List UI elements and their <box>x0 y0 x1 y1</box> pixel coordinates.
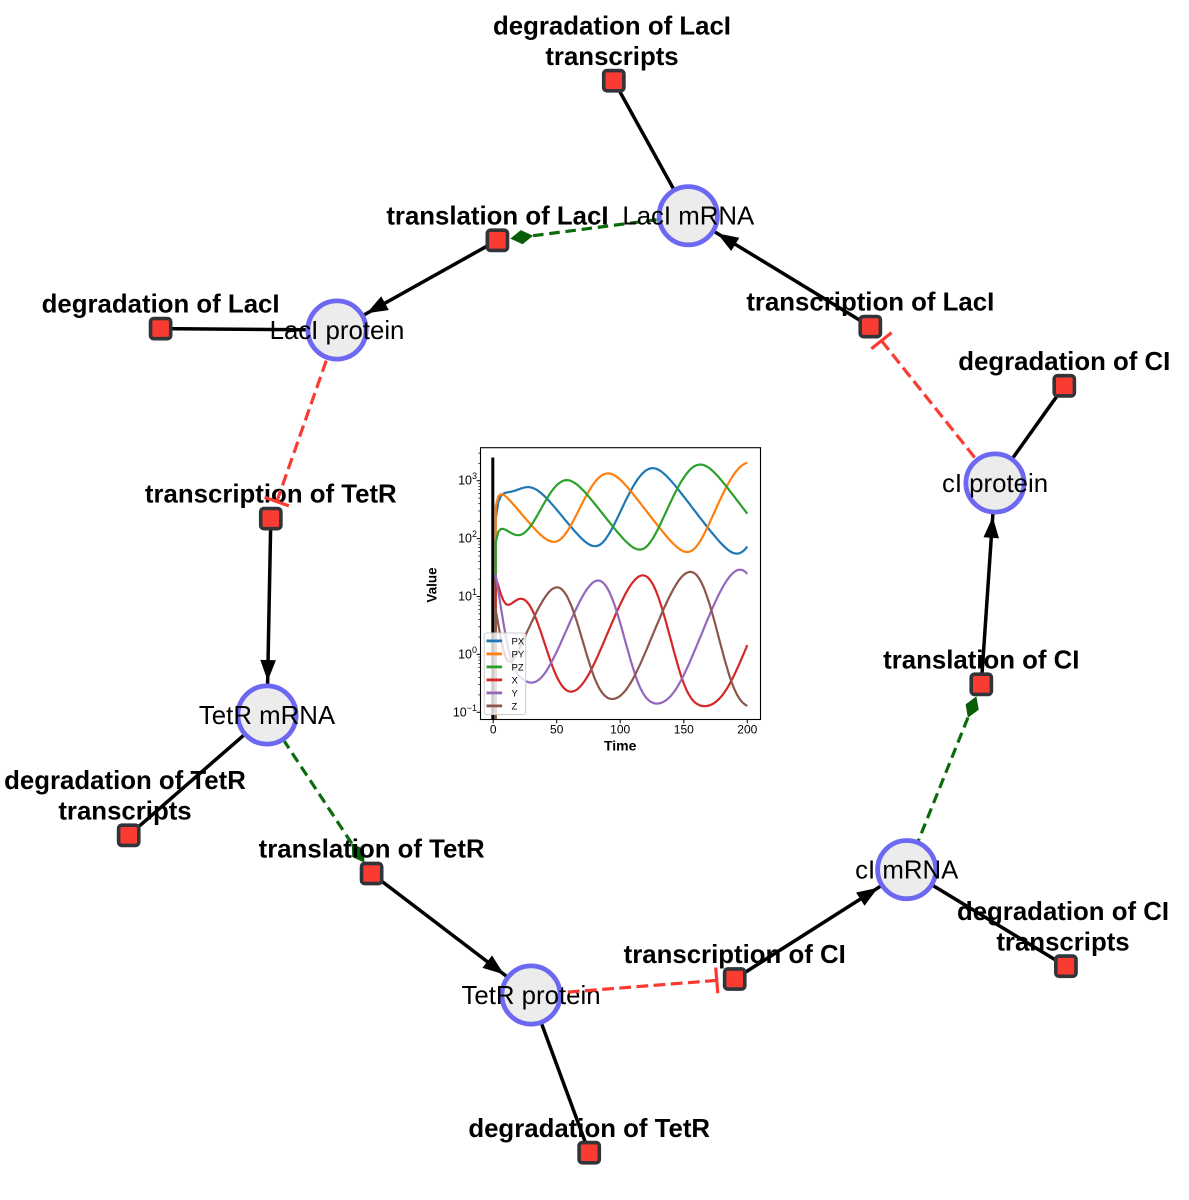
svg-text:LacI mRNA: LacI mRNA <box>622 203 755 231</box>
svg-text:TetR protein: TetR protein <box>461 982 600 1010</box>
svg-text:PY: PY <box>512 649 525 660</box>
svg-text:150: 150 <box>674 723 694 737</box>
svg-text:degradation of TetR: degradation of TetR <box>468 1115 710 1143</box>
svg-text:transcripts: transcripts <box>58 797 191 825</box>
svg-text:X: X <box>512 675 519 686</box>
svg-text:50: 50 <box>550 723 564 737</box>
svg-text:degradation of CI: degradation of CI <box>958 348 1170 376</box>
svg-text:transcription of TetR: transcription of TetR <box>145 481 397 509</box>
svg-text:degradation of TetR: degradation of TetR <box>4 767 246 795</box>
svg-text:translation of TetR: translation of TetR <box>259 836 485 864</box>
svg-text:transcription of CI: transcription of CI <box>624 941 846 969</box>
svg-text:TetR mRNA: TetR mRNA <box>199 702 336 730</box>
svg-text:transcripts: transcripts <box>996 928 1129 956</box>
svg-text:translation of CI: translation of CI <box>883 646 1079 674</box>
svg-text:PZ: PZ <box>512 662 524 673</box>
svg-text:cI mRNA: cI mRNA <box>855 856 959 884</box>
svg-text:degradation of LacI: degradation of LacI <box>42 291 280 319</box>
svg-text:degradation of LacI: degradation of LacI <box>493 12 731 40</box>
svg-text:translation of LacI: translation of LacI <box>386 202 608 230</box>
svg-text:Value: Value <box>424 567 439 603</box>
svg-text:PX: PX <box>512 636 525 647</box>
svg-text:cI protein: cI protein <box>942 470 1048 498</box>
svg-text:transcripts: transcripts <box>545 43 678 71</box>
svg-text:Z: Z <box>512 701 518 712</box>
svg-text:transcription of LacI: transcription of LacI <box>746 289 994 317</box>
svg-text:degradation of CI: degradation of CI <box>957 898 1169 926</box>
svg-text:200: 200 <box>737 723 757 737</box>
svg-text:0: 0 <box>490 723 497 737</box>
svg-text:LacI protein: LacI protein <box>270 317 405 345</box>
svg-text:100: 100 <box>610 723 630 737</box>
svg-text:Time: Time <box>604 738 637 754</box>
svg-text:Y: Y <box>512 688 519 699</box>
